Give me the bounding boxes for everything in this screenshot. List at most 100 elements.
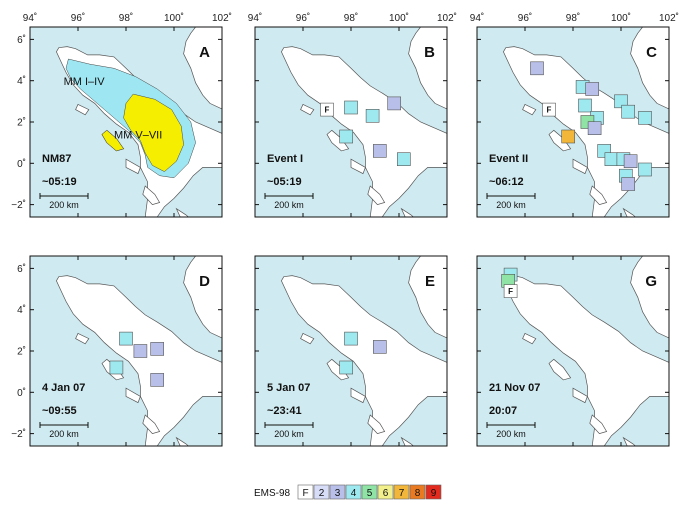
intensity-marker-ems-3 bbox=[530, 61, 544, 76]
panel-event-time: ~05:19 bbox=[42, 176, 77, 188]
zone-label-mm5-7: MM V–VII bbox=[114, 130, 162, 142]
intensity-marker-ems-f bbox=[503, 284, 518, 298]
x-tick-label: 102˚ bbox=[212, 12, 232, 24]
legend-swatch-7 bbox=[393, 484, 410, 500]
legend-swatch-f bbox=[297, 484, 314, 500]
island-land bbox=[622, 436, 636, 446]
y-tick-label: −2˚ bbox=[11, 428, 26, 440]
malay-peninsula-land bbox=[183, 27, 222, 110]
intensity-marker-ems-4 bbox=[339, 360, 354, 375]
scale-bar-label: 200 km bbox=[496, 429, 526, 439]
panel-event-title: 4 Jan 07 bbox=[42, 382, 85, 394]
intensity-marker-ems-3 bbox=[387, 96, 402, 111]
y-tick-label: 0˚ bbox=[17, 387, 26, 399]
panel-event-time: ~09:55 bbox=[42, 405, 77, 417]
island-land bbox=[125, 158, 141, 175]
intensity-marker-ems-3 bbox=[587, 121, 602, 135]
island-land bbox=[142, 414, 161, 434]
intensity-marker-ems-4 bbox=[638, 111, 652, 125]
island-land bbox=[350, 158, 366, 175]
intensity-marker-ems-4 bbox=[365, 109, 380, 123]
x-tick-label: 96˚ bbox=[296, 12, 310, 24]
legend-swatch-label: 4 bbox=[351, 488, 357, 499]
x-tick-label: 96˚ bbox=[71, 12, 85, 24]
scale-bar-label: 200 km bbox=[496, 200, 526, 210]
island-land bbox=[142, 185, 161, 205]
felt-marker-label: F bbox=[547, 106, 552, 115]
y-tick-label: 4˚ bbox=[17, 75, 26, 87]
sumatra-land bbox=[281, 275, 447, 446]
sumatra-land bbox=[56, 275, 222, 446]
legend-swatch-label: 5 bbox=[367, 488, 373, 499]
felt-marker-label: F bbox=[325, 106, 330, 115]
malay-peninsula-land bbox=[183, 256, 222, 339]
legend-swatch-9 bbox=[425, 484, 442, 500]
legend-swatch-6 bbox=[377, 484, 394, 500]
x-tick-label: 98˚ bbox=[566, 12, 580, 24]
intensity-marker-ems-4 bbox=[614, 94, 628, 109]
map-panel-c: F 94˚ 96˚ 98˚ 100˚ 102˚ C Event II ~06:12 200 km bbox=[470, 12, 679, 218]
y-tick-label: −2˚ bbox=[11, 199, 26, 211]
intensity-marker-ems-3 bbox=[623, 154, 638, 168]
x-tick-label: 100˚ bbox=[389, 12, 409, 24]
island-land bbox=[175, 207, 189, 217]
map-panel-b: F 94˚ 96˚ 98˚ 100˚ 102˚ B Event I ~05:19 200 km bbox=[248, 12, 457, 218]
y-tick-label: 6˚ bbox=[17, 263, 26, 275]
legend-swatch-label: 6 bbox=[383, 488, 389, 499]
panel-letter-label: E bbox=[425, 273, 435, 290]
panel-event-time: ~05:19 bbox=[267, 176, 302, 188]
map-panel-d: 6˚ 4˚ 2˚ 0˚ −2˚ D 4 Jan 07 ~09:55 200 km bbox=[11, 255, 223, 447]
panel-event-title: 5 Jan 07 bbox=[267, 382, 310, 394]
y-tick-label: 0˚ bbox=[17, 158, 26, 170]
island-land bbox=[367, 185, 386, 205]
intensity-marker-ems-3 bbox=[150, 342, 164, 356]
intensity-marker-ems-4 bbox=[604, 152, 619, 166]
island-land bbox=[367, 414, 386, 434]
y-tick-label: 6˚ bbox=[17, 34, 26, 46]
panel-event-title: Event II bbox=[489, 153, 528, 165]
legend-swatch-label: 7 bbox=[399, 488, 405, 499]
island-land bbox=[622, 207, 636, 217]
intensity-marker-ems-4 bbox=[109, 360, 124, 375]
panel-letter-label: G bbox=[645, 273, 657, 290]
island-land bbox=[350, 387, 366, 404]
x-tick-label: 98˚ bbox=[344, 12, 358, 24]
panel-letter-label: A bbox=[199, 44, 210, 61]
x-tick-label: 94˚ bbox=[248, 12, 262, 24]
scale-bar-label: 200 km bbox=[49, 200, 79, 210]
legend-swatch-label: 2 bbox=[319, 488, 325, 499]
island-land bbox=[125, 387, 141, 404]
y-tick-label: 2˚ bbox=[17, 346, 26, 358]
malay-peninsula-land bbox=[408, 256, 447, 339]
intensity-marker-ems-3 bbox=[372, 340, 387, 354]
panel-event-time: ~06:12 bbox=[489, 176, 524, 188]
x-tick-label: 98˚ bbox=[119, 12, 133, 24]
legend-swatch-label: 8 bbox=[415, 488, 421, 499]
scale-bar-label: 200 km bbox=[274, 200, 304, 210]
legend-swatch-5 bbox=[361, 484, 378, 500]
x-tick-label: 102˚ bbox=[659, 12, 679, 24]
intensity-marker-ems-4 bbox=[621, 104, 636, 119]
scale-bar-label: 200 km bbox=[274, 429, 304, 439]
panel-event-time: ~23:41 bbox=[267, 405, 302, 417]
legend-swatch-label: 9 bbox=[431, 488, 437, 499]
legend-swatch-2 bbox=[313, 484, 330, 500]
island-land bbox=[400, 207, 414, 217]
intensity-marker-ems-4 bbox=[578, 98, 592, 113]
scale-bar-label: 200 km bbox=[49, 429, 79, 439]
legend-swatch-8 bbox=[409, 484, 426, 500]
intensity-marker-ems-3 bbox=[133, 344, 148, 358]
map-panel-a: MM I–IV MM V–VII 6˚ 4˚ 2˚ 0˚ −2˚ 94˚ 96˚ 98˚ 100˚ 1… bbox=[11, 12, 232, 218]
malay-peninsula-land bbox=[630, 256, 669, 339]
panel-letter-label: D bbox=[199, 273, 210, 290]
x-tick-label: 96˚ bbox=[518, 12, 532, 24]
intensity-marker-ems-4 bbox=[396, 152, 411, 166]
legend-title: EMS-98 bbox=[254, 488, 291, 499]
island-land bbox=[75, 332, 90, 345]
felt-marker-label: F bbox=[508, 287, 513, 296]
island-land bbox=[300, 332, 315, 345]
island-land bbox=[400, 436, 414, 446]
panel-event-time: 20:07 bbox=[489, 405, 517, 417]
ems98-legend: EMS-98 F 2 3 4 5 6 7 8 9 bbox=[254, 484, 442, 500]
